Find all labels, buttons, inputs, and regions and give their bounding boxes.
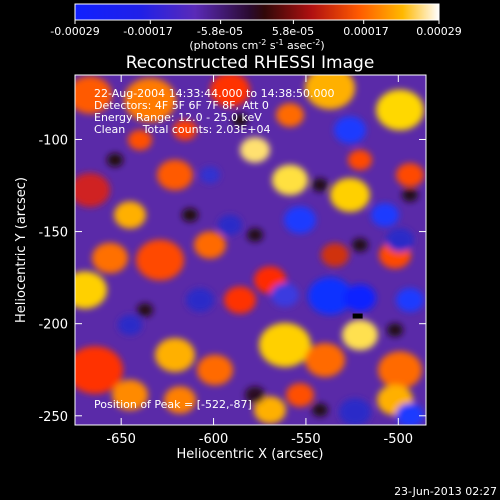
heatmap-blob [155, 338, 195, 372]
heatmap-blob [136, 239, 184, 281]
y-axis-ticks: -100 -150 -200 -250 [38, 133, 426, 425]
colorbar-tick-label: -0.00029 [50, 25, 99, 38]
heatmap-blob [197, 354, 233, 386]
x-axis-ticks: -650 -600 -550 -500 [106, 75, 413, 447]
heatmap-blob [330, 178, 370, 212]
heatmap-blob [396, 403, 424, 425]
heatmap-blob [114, 201, 146, 229]
colorbar-tick-label: 5.8e-05 [272, 25, 314, 38]
heatmap-blob [218, 214, 242, 236]
colorbar-tick-label: -5.8e-05 [197, 25, 243, 38]
x-tick-label: -550 [291, 432, 321, 447]
heatmap-blob [342, 319, 378, 351]
heatmap-blob [284, 206, 316, 234]
heatmap-blob [107, 153, 123, 167]
heatmap-blob [272, 164, 308, 196]
heatmap-blob [182, 208, 198, 222]
heatmap-blob [210, 75, 250, 107]
heatmap-blob [352, 238, 368, 252]
heatmap-blob [305, 343, 345, 377]
y-tick-label: -150 [38, 226, 68, 241]
x-tick-label: -600 [199, 432, 229, 447]
colorbar-unit-label: (photons cm-2 s-1 asec-2) [189, 38, 324, 52]
x-axis-label: Heliocentric X (arcsec) [177, 447, 324, 462]
heatmap-blob [92, 242, 128, 274]
heatmap-blob [402, 188, 418, 202]
heatmap-blob [75, 173, 110, 207]
heatmap-blob [259, 322, 311, 368]
chart-title: Reconstructed RHESSI Image [126, 53, 375, 73]
heatmap-blob [378, 351, 422, 389]
heatmap-blob [396, 163, 424, 187]
heatmap-blob [173, 119, 197, 141]
heatmap-blob [312, 403, 328, 417]
heatmap-blob [321, 243, 349, 267]
heatmap-blob [186, 288, 214, 312]
heatmap-blob [164, 386, 196, 414]
heatmap-blob [396, 288, 424, 312]
heatmap-blob [286, 383, 314, 407]
heatmap-blob [240, 137, 270, 163]
heatmap-blob [334, 116, 366, 144]
heatmap-blob [371, 203, 399, 227]
heatmap-blob [118, 314, 142, 336]
heatmap-blob [387, 323, 403, 337]
heatmap-blob [137, 303, 153, 317]
heatmap-blob [308, 277, 352, 315]
peak-marker [352, 313, 363, 319]
heatmap-blob [200, 166, 220, 184]
heatmap-blob [124, 77, 176, 123]
footer-timestamp: 23-Jun-2013 02:27 [394, 485, 497, 498]
heatmap-blob [224, 286, 256, 314]
heatmap-blob [339, 398, 371, 425]
y-tick-label: -250 [38, 410, 68, 425]
annotation-clean: Clean Total counts: 2.03E+04 [94, 123, 271, 136]
y-tick-label: -200 [38, 318, 68, 333]
y-tick-label: -100 [38, 133, 68, 148]
heatmap-blob [386, 228, 414, 252]
heatmap-blob [305, 75, 355, 110]
heatmap-blob [75, 76, 112, 114]
image-area [75, 75, 426, 425]
x-tick-label: -500 [384, 432, 414, 447]
heatmap-blob [128, 129, 152, 151]
heatmap-blob [75, 346, 123, 394]
colorbar [74, 3, 440, 21]
annotation-energy: Energy Range: 12.0 - 25.0 keV [94, 111, 262, 124]
colorbar-tick-labels: -0.00029 -0.00017 -5.8e-05 5.8e-05 0.000… [50, 25, 461, 38]
x-tick-label: -650 [106, 432, 136, 447]
annotation-time: 22-Aug-2004 14:33:44.000 to 14:38:50.000 [94, 87, 335, 100]
annotation-detectors: Detectors: 4F 5F 6F 7F 8F, Att 0 [94, 99, 269, 112]
heatmap-blob [112, 379, 148, 411]
heatmap-blob [247, 228, 263, 242]
heatmap-blob [271, 283, 299, 307]
heatmap-blob [157, 159, 193, 191]
heatmap-blob [232, 113, 248, 127]
heatmap-blob [75, 271, 107, 309]
colorbar-tick-label: 0.00017 [343, 25, 389, 38]
y-axis-label: Heliocentric Y (arcsec) [14, 177, 29, 323]
annotations: 22-Aug-2004 14:33:44.000 to 14:38:50.000… [94, 87, 335, 411]
colorbar-tick-label: -0.00017 [123, 25, 172, 38]
heatmap-blob [344, 284, 376, 312]
annotation-peak: Position of Peak = [-522,-87] [94, 398, 252, 411]
heatmap-blob [194, 231, 226, 259]
heatmap-blob [348, 149, 372, 171]
colorbar-tick-label: 0.00029 [416, 25, 462, 38]
heatmap-blob [312, 178, 328, 192]
heatmap-blob [254, 396, 286, 424]
heatmap-blob [276, 103, 304, 127]
heatmap-blob [376, 89, 424, 131]
colorbar-ticks [74, 20, 440, 24]
plot-frame [74, 74, 427, 426]
heatmap-blob [245, 386, 265, 404]
